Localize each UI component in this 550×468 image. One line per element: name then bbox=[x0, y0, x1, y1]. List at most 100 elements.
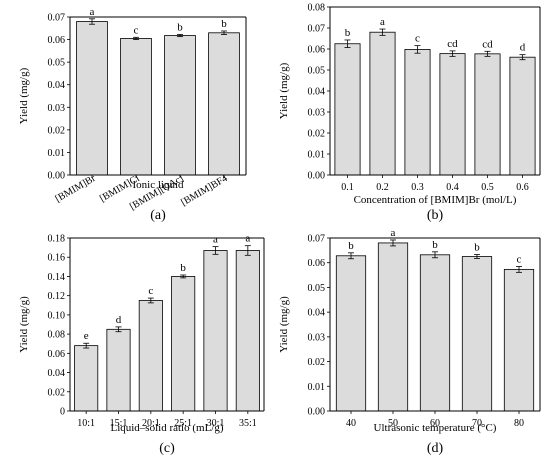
y-tick-label: 0.00 bbox=[48, 171, 66, 182]
bar bbox=[335, 255, 367, 412]
y-axis-label: Yield (mg/g) bbox=[278, 62, 290, 119]
y-tick-label: 0.06 bbox=[308, 45, 326, 56]
y-tick-label: 0 bbox=[60, 407, 65, 418]
significance-letter: a bbox=[391, 227, 396, 239]
y-tick-label: 0.03 bbox=[308, 108, 326, 119]
y-tick-label: 0.05 bbox=[308, 283, 326, 294]
y-tick-label: 0.07 bbox=[308, 24, 326, 35]
y-tick-label: 0.14 bbox=[48, 272, 66, 283]
bar bbox=[377, 242, 409, 412]
y-tick-label: 0.04 bbox=[48, 368, 66, 379]
bar bbox=[138, 300, 163, 412]
significance-letter: b bbox=[474, 242, 480, 254]
x-tick-label: 0.2 bbox=[376, 182, 389, 193]
x-tick-label: 40 bbox=[346, 418, 356, 429]
y-tick-label: 0.01 bbox=[308, 382, 326, 393]
chart-panel: e d c b a a 0 0.02 0.04 0.06 0.08 0.10 0.12 0.14 0.16 0… bbox=[18, 233, 265, 456]
x-tick-label: 15:1 bbox=[110, 418, 128, 429]
x-tick-label: 10:1 bbox=[77, 418, 95, 429]
bar bbox=[76, 21, 108, 176]
y-tick-label: 0.05 bbox=[308, 66, 326, 77]
y-tick-label: 0.03 bbox=[308, 332, 326, 343]
significance-letter: c bbox=[517, 253, 522, 265]
x-tick-label: 80 bbox=[514, 418, 524, 429]
x-axis-label: Ultrasonic temperature (°C) bbox=[374, 422, 497, 434]
bar bbox=[369, 31, 396, 176]
panel-label: (c) bbox=[159, 441, 175, 456]
bar bbox=[120, 38, 152, 176]
significance-letter: a bbox=[213, 234, 218, 246]
y-tick-label: 0.01 bbox=[308, 150, 326, 161]
y-tick-label: 0.01 bbox=[48, 148, 66, 159]
significance-letter: a bbox=[90, 6, 95, 18]
significance-letter: c bbox=[415, 33, 420, 45]
y-tick-label: 0.00 bbox=[308, 407, 326, 418]
y-tick-label: 0.12 bbox=[48, 291, 66, 302]
significance-letter: cd bbox=[482, 38, 493, 50]
bar bbox=[203, 250, 228, 412]
significance-letter: a bbox=[380, 16, 385, 28]
y-tick-label: 0.07 bbox=[308, 234, 326, 245]
y-tick-label: 0.04 bbox=[308, 308, 326, 319]
bar bbox=[509, 56, 536, 176]
bar bbox=[106, 328, 131, 412]
y-tick-label: 0.02 bbox=[48, 387, 66, 398]
bar bbox=[334, 43, 361, 176]
x-tick-label: 35:1 bbox=[239, 418, 257, 429]
significance-letter: d bbox=[116, 314, 122, 326]
bar bbox=[419, 254, 451, 412]
significance-letter: b bbox=[345, 27, 351, 39]
bar bbox=[235, 250, 260, 412]
chart-panels: a c b b 0.00 0.01 0.02 0.03 0.04 0.05 0.06 0.07 [BMI… bbox=[18, 3, 541, 456]
panel-label: (a) bbox=[150, 208, 166, 223]
x-tick-label: 0.4 bbox=[446, 182, 459, 193]
y-tick-label: 0.03 bbox=[48, 103, 66, 114]
x-tick-label: 20:1 bbox=[142, 418, 160, 429]
y-axis-label: Yield (mg/g) bbox=[18, 67, 30, 124]
y-axis-label: Yield (mg/g) bbox=[18, 296, 30, 353]
x-tick-label: 30:1 bbox=[207, 418, 225, 429]
x-tick-label: 0.5 bbox=[481, 182, 494, 193]
bar bbox=[439, 53, 466, 176]
bar bbox=[474, 53, 501, 176]
bar bbox=[404, 49, 431, 176]
bar bbox=[461, 256, 493, 412]
bar bbox=[164, 35, 196, 176]
y-tick-label: 0.16 bbox=[48, 253, 66, 264]
x-tick-label: 0.6 bbox=[516, 182, 529, 193]
x-tick-label: 25:1 bbox=[174, 418, 192, 429]
x-tick-label: [BMIM]BF4 bbox=[179, 173, 229, 208]
y-axis-label: Yield (mg/g) bbox=[278, 296, 290, 353]
x-axis-label: Concentration of [BMIM]Br (mol/L) bbox=[354, 194, 517, 206]
significance-letter: b bbox=[348, 240, 354, 252]
y-tick-label: 0.06 bbox=[48, 35, 66, 46]
y-tick-label: 0.18 bbox=[48, 234, 66, 245]
chart-panel: a c b b 0.00 0.01 0.02 0.03 0.04 0.05 0.06 0.07 [BMI… bbox=[18, 6, 247, 223]
y-tick-label: 0.08 bbox=[308, 3, 326, 14]
significance-letter: b bbox=[177, 21, 183, 33]
significance-letter: b bbox=[180, 262, 186, 274]
significance-letter: d bbox=[520, 42, 526, 54]
y-tick-label: 0.08 bbox=[48, 330, 66, 341]
panel-label: (d) bbox=[427, 441, 444, 456]
y-tick-label: 0.07 bbox=[48, 13, 66, 24]
chart-panel: b a c cd cd d 0.00 0.01 0.02 0.03 0.04 0.05 0.06 0.07… bbox=[278, 3, 541, 223]
bar bbox=[208, 32, 240, 176]
y-tick-label: 0.06 bbox=[308, 258, 326, 269]
chart-panel: b a b b c 0.00 0.01 0.02 0.03 0.04 0.05 0.06 0.07 40 5… bbox=[278, 227, 541, 456]
x-tick-label: 70 bbox=[472, 418, 482, 429]
bar bbox=[503, 268, 535, 412]
y-tick-label: 0.00 bbox=[308, 171, 326, 182]
x-tick-label: 0.1 bbox=[341, 182, 354, 193]
significance-letter: b bbox=[432, 239, 438, 251]
x-axis-label: Liquid–solid ratio (mL/g) bbox=[110, 422, 223, 434]
y-tick-label: 0.04 bbox=[308, 87, 326, 98]
x-tick-label: 60 bbox=[430, 418, 440, 429]
significance-letter: e bbox=[84, 330, 89, 342]
panel-label: (b) bbox=[427, 208, 444, 223]
significance-letter: c bbox=[148, 285, 153, 297]
bar bbox=[74, 345, 99, 412]
y-tick-label: 0.02 bbox=[48, 125, 66, 136]
bar bbox=[171, 276, 196, 412]
x-axis-label: Ionic liquid bbox=[132, 179, 184, 191]
